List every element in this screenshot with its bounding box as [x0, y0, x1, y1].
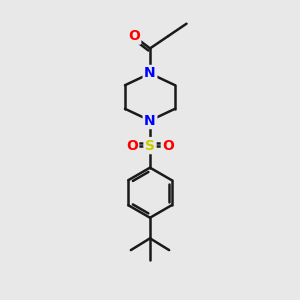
Text: N: N — [144, 66, 156, 80]
Text: O: O — [162, 139, 174, 153]
Text: O: O — [126, 139, 138, 153]
Text: O: O — [128, 29, 140, 43]
Text: S: S — [145, 139, 155, 153]
Text: N: N — [144, 114, 156, 128]
